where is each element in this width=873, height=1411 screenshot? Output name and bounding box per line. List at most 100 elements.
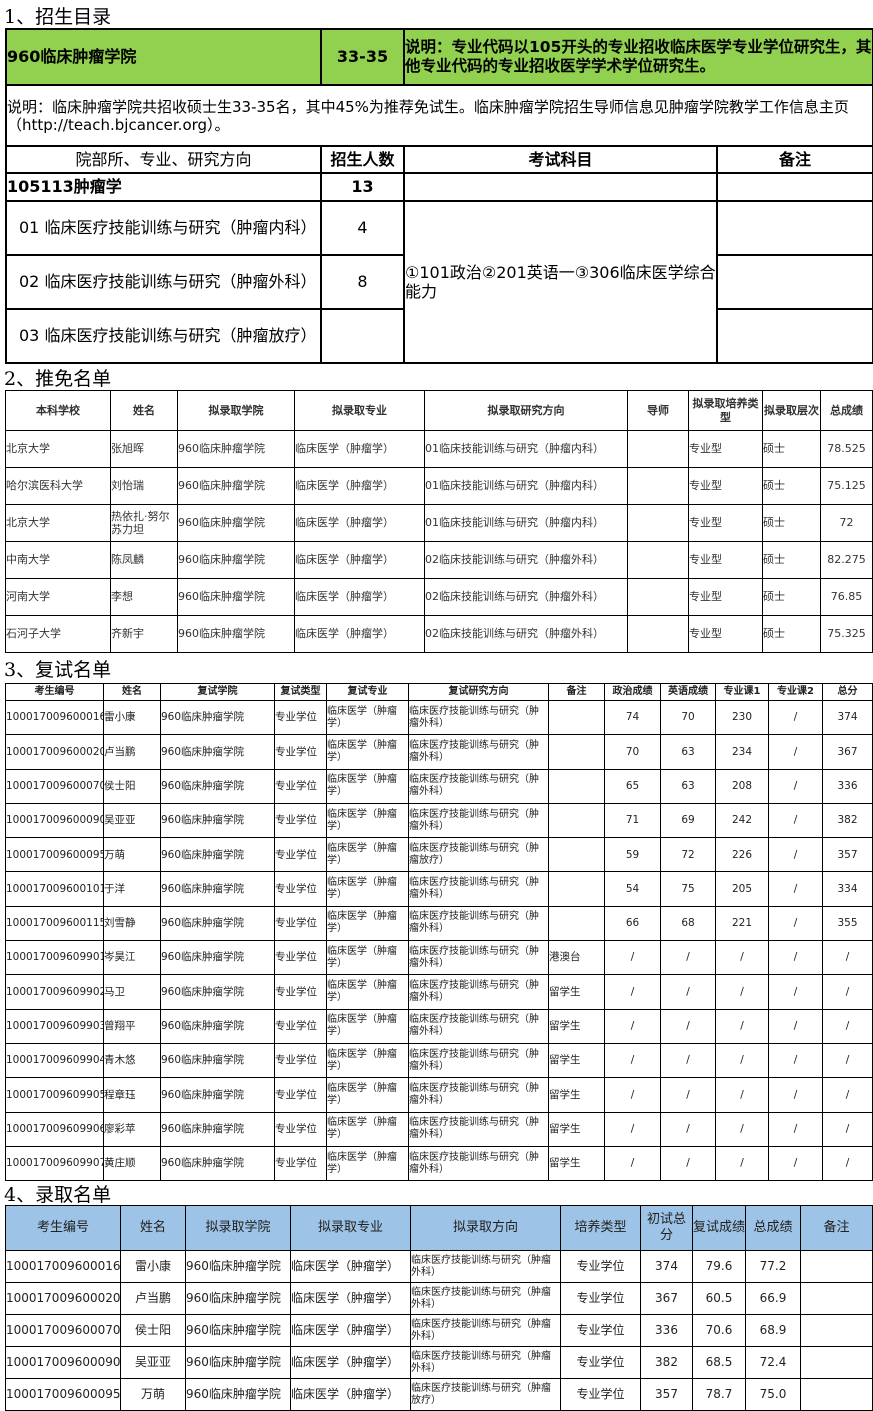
table-cell: 100017009600070 [5,1314,121,1347]
table-cell: 临床医疗技能训练与研究（肿瘤外科） [410,1250,561,1283]
table-cell [800,1250,873,1283]
table-cell: 临床医学（肿瘤学） [326,802,409,839]
table-cell: 960临床肿瘤学院 [160,1042,275,1079]
table-cell: 02临床技能训练与研究（肿瘤外科） [424,578,628,616]
table-cell: 100017009600101 [5,871,104,907]
table-cell: / [715,1077,769,1113]
college-name: 960临床肿瘤学院 [5,28,322,86]
direction-1-count: 4 [320,200,405,256]
table-cell: 334 [822,871,873,907]
table-cell: / [768,1008,823,1044]
table-row: 中南大学 陈凤麟 960临床肿瘤学院 临床医学（肿瘤学） 02临床技能训练与研究（肿瘤外… [5,541,873,579]
column-header: 复试学院 [160,683,275,701]
table-cell: 357 [822,837,873,873]
table-cell: 367 [822,734,873,770]
table-cell: 226 [715,837,769,873]
column-header: 姓名 [110,390,178,431]
table-cell: 雷小康 [120,1250,186,1283]
table-cell: 临床医疗技能训练与研究（肿瘤外科） [408,1111,549,1147]
column-header: 复试成绩 [692,1205,746,1251]
table-cell: 哈尔滨医科大学 [5,467,111,505]
table-cell: 程章珏 [103,1077,161,1113]
table-row: 北京大学 热依扎·努尔苏力坦 960临床肿瘤学院 临床医学（肿瘤学） 01临床技能训练与… [5,504,873,542]
admission-list-table: 考生编号 姓名 拟录取学院 拟录取专业 拟录取方向 培养类型 初试总分 复试成绩 总成绩 备注 10… [5,1205,873,1411]
table-cell: 专业型 [688,504,763,542]
table-cell [627,467,689,505]
table-cell: / [822,1111,873,1147]
table-cell: 专业学位 [560,1346,641,1379]
table-cell: 71 [604,802,661,839]
table-cell [800,1282,873,1315]
table-cell: 临床医学（肿瘤学） [326,1145,409,1182]
table-cell [548,871,605,907]
table-cell: 专业学位 [274,871,327,907]
table-cell: 吴亚亚 [120,1346,186,1379]
table-cell: 专业型 [688,578,763,616]
table-cell: 北京大学 [5,504,111,542]
table-cell: 北京大学 [5,430,111,468]
table-row: 100017009609901 岑昊江 960临床肿瘤学院 专业学位 临床医学（肿瘤学）… [5,940,873,976]
section-3-heading: 3、复试名单 [4,659,112,681]
table-cell: 355 [822,905,873,942]
table-cell: 234 [715,734,769,770]
table-cell: 临床医学（肿瘤学） [294,541,425,579]
table-cell: 专业学位 [274,699,327,736]
direction-2: 02 临床医疗技能训练与研究（肿瘤外科） [5,254,322,310]
table-cell: 70.6 [692,1314,746,1347]
table-cell: / [715,1008,769,1044]
table-cell: 临床医学（肿瘤学） [326,905,409,942]
table-cell: 临床医学（肿瘤学） [326,699,409,736]
column-header: 总成绩 [745,1205,801,1251]
table-row: 100017009609904 青木悠 960临床肿瘤学院 专业学位 临床医学（肿瘤学）… [5,1042,873,1079]
table-cell: 960临床肿瘤学院 [177,615,295,653]
table-cell: 吴亚亚 [103,802,161,839]
table-cell: / [660,974,716,1010]
table-row: 100017009609902 马卫 960临床肿瘤学院 专业学位 临床医学（肿瘤学）临… [5,974,873,1010]
table-cell: / [822,1145,873,1182]
table-cell: / [604,1077,661,1113]
table-cell: / [604,1042,661,1079]
table-cell: / [604,1145,661,1182]
table-cell [800,1314,873,1347]
table-cell: 960临床肿瘤学院 [160,802,275,839]
table-cell: / [768,837,823,873]
table-cell: 临床医学（肿瘤学） [290,1378,411,1411]
table-cell: 960临床肿瘤学院 [185,1346,291,1379]
table-cell: 专业型 [688,430,763,468]
table-row: 100017009600020 卢当鹏 960临床肿瘤学院 临床医学（肿瘤学） 临床医疗… [5,1282,873,1315]
table-row: 100017009600070 侯士阳 960临床肿瘤学院 临床医学（肿瘤学） 临床医疗… [5,1314,873,1347]
retest-list-table: 考生编号 姓名 复试学院 复试类型 复试专业 复试研究方向 备注 政治成绩 英语成绩 专业课1 专业… [5,683,873,1182]
table-cell: 专业学位 [274,734,327,770]
table-cell: 专业学位 [274,1008,327,1044]
table-cell: 临床医学（肿瘤学） [294,615,425,653]
table-cell: 75.125 [820,467,873,505]
table-cell: 208 [715,768,769,804]
table-cell: 齐新宇 [110,615,178,653]
column-header: 备注 [800,1205,873,1251]
recommended-list-table: 本科学校 姓名 拟录取学院 拟录取专业 拟录取研究方向 导师 拟录取培养类型 拟录取层次 总成绩… [5,390,873,653]
table-cell: 100017009609903 [5,1008,104,1044]
table-cell: 临床医疗技能训练与研究（肿瘤外科） [408,802,549,839]
table-cell: 专业学位 [274,974,327,1010]
table-cell: 专业学位 [274,802,327,839]
column-header: 姓名 [120,1205,186,1251]
table-cell: 68.5 [692,1346,746,1379]
table-cell [800,1346,873,1379]
table-cell: 66 [604,905,661,942]
table-cell: / [660,1111,716,1147]
table-cell: / [660,1008,716,1044]
table-cell: 960临床肿瘤学院 [160,699,275,736]
table-cell: 100017009600095 [5,837,104,873]
college-quota: 33-35 [320,28,405,86]
table-cell: 专业型 [688,615,763,653]
table-cell: 367 [640,1282,693,1315]
table-cell: 万萌 [103,837,161,873]
table-cell: 临床医疗技能训练与研究（肿瘤外科） [408,1077,549,1113]
table-cell: / [768,1111,823,1147]
table-row: 100017009609906 廖彩苹 960临床肿瘤学院 专业学位 临床医学（肿瘤学）… [5,1111,873,1147]
table-row: 100017009600095 万萌 960临床肿瘤学院 专业学位 临床医学（肿瘤学）临… [5,837,873,873]
column-header: 复试类型 [274,683,327,701]
table-cell: 专业学位 [274,1077,327,1113]
table-cell: 960临床肿瘤学院 [185,1314,291,1347]
column-header: 备注 [548,683,605,701]
